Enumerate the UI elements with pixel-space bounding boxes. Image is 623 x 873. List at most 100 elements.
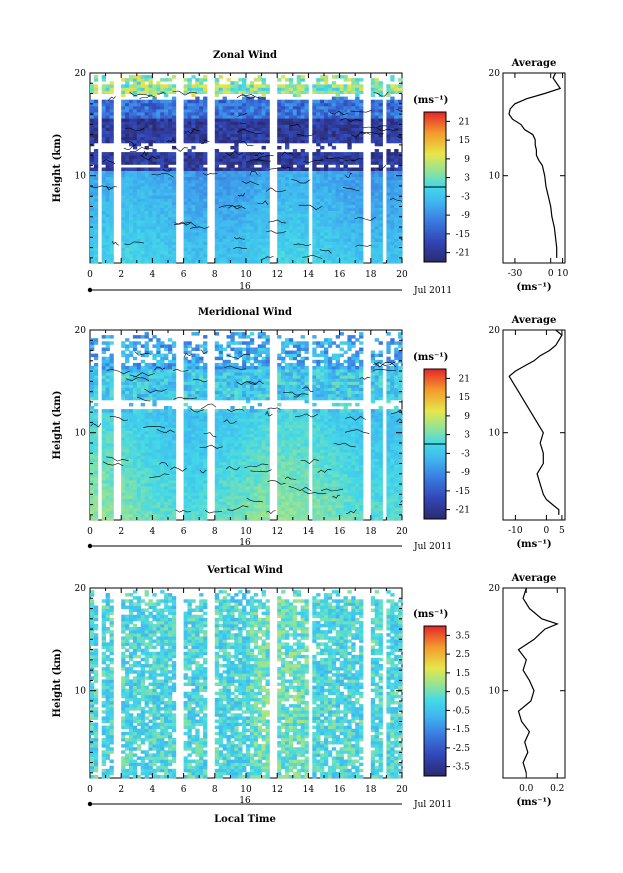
heatmap-cell	[160, 436, 165, 441]
heatmap-cell	[234, 189, 239, 193]
heatmap-cell	[277, 136, 282, 141]
heatmap-cell	[125, 378, 130, 382]
heatmap-cell	[226, 167, 231, 171]
heatmap-cell	[105, 195, 110, 199]
heatmap-cell	[132, 424, 138, 428]
heatmap-cell	[93, 219, 99, 224]
heatmap-cell	[339, 204, 344, 208]
heatmap-cell	[281, 112, 286, 116]
heatmap-cell	[359, 108, 364, 113]
heatmap-cell	[343, 195, 348, 199]
heatmap-cell	[156, 501, 161, 505]
heatmap-cell	[93, 99, 99, 104]
heatmap-cell	[195, 84, 200, 88]
heatmap-cell	[109, 421, 114, 425]
heatmap-cell	[152, 430, 157, 435]
heatmap-cell	[152, 369, 157, 373]
heatmap-cell	[144, 99, 149, 104]
heatmap-cell	[90, 226, 95, 230]
heatmap-cell	[140, 436, 145, 441]
heatmap-cell	[355, 186, 360, 190]
heatmap-cell	[168, 158, 173, 162]
heatmap-cell	[168, 118, 173, 122]
heatmap-cell	[160, 170, 165, 175]
heatmap-cell	[324, 182, 329, 187]
heatmap-cell	[253, 176, 259, 181]
heatmap-cell	[304, 198, 309, 202]
heatmap-cell	[90, 133, 95, 138]
heatmap-cell	[171, 96, 177, 101]
heatmap-cell	[183, 192, 188, 196]
heatmap-cell	[160, 99, 165, 104]
heatmap-cell	[171, 516, 177, 521]
heatmap-cell	[183, 390, 188, 395]
heatmap-cell	[164, 204, 169, 208]
heatmap-cell	[203, 167, 208, 171]
heatmap-cell	[339, 253, 344, 258]
heatmap-cell	[160, 375, 165, 379]
heatmap-cell	[168, 235, 173, 239]
heatmap-cell	[164, 412, 169, 416]
heatmap-cell	[125, 430, 130, 435]
heatmap-cell	[324, 133, 329, 138]
heatmap-cell	[168, 483, 173, 487]
heatmap-cell	[121, 229, 126, 233]
heatmap-cell	[327, 213, 333, 218]
heatmap-cell	[164, 201, 169, 205]
heatmap-cell	[101, 449, 106, 453]
heatmap-cell	[187, 127, 192, 131]
heatmap-cell	[226, 229, 231, 233]
heatmap-cell	[125, 483, 130, 487]
heatmap-cell	[335, 253, 340, 258]
heatmap-cell	[140, 359, 145, 364]
contour-line	[202, 173, 218, 176]
heatmap-cell	[351, 259, 356, 264]
heatmap-cell	[316, 136, 321, 141]
heatmap-cell	[265, 241, 270, 245]
heatmap-cell	[136, 121, 142, 125]
heatmap-cell	[249, 250, 255, 255]
contour-line	[296, 133, 315, 137]
heatmap-cell	[261, 189, 266, 193]
heatmap-cell	[136, 513, 142, 518]
heatmap-cell	[105, 207, 110, 211]
heatmap-cell	[324, 158, 329, 162]
contour-line	[345, 158, 363, 162]
heatmap-cell	[300, 161, 305, 165]
heatmap-cell	[183, 427, 188, 432]
heatmap-cell	[164, 409, 169, 413]
heatmap-cell	[331, 158, 337, 162]
heatmap-cell	[90, 415, 95, 419]
heatmap-cell	[168, 130, 173, 134]
heatmap-cell	[144, 452, 149, 456]
heatmap-cell	[214, 238, 220, 242]
heatmap-cell	[355, 136, 360, 141]
heatmap-cell	[292, 235, 298, 239]
heatmap-cell	[199, 130, 204, 134]
heatmap-cell	[90, 458, 95, 462]
heatmap-cell	[218, 253, 223, 258]
heatmap-cell	[327, 256, 333, 261]
heatmap-cell	[222, 87, 227, 91]
heatmap-cell	[327, 204, 333, 208]
contour-line	[172, 90, 197, 96]
heatmap-cell	[230, 112, 235, 116]
heatmap-cell	[156, 449, 161, 453]
heatmap-cell	[292, 226, 298, 230]
heatmap-cell	[105, 213, 110, 218]
heatmap-cell	[101, 443, 106, 447]
heatmap-cell	[324, 204, 329, 208]
heatmap-cell	[214, 93, 220, 97]
heatmap-cell	[249, 173, 255, 178]
heatmap-cell	[183, 409, 188, 413]
heatmap-cell	[105, 430, 110, 435]
heatmap-cell	[288, 130, 294, 134]
heatmap-cell	[312, 130, 317, 134]
heatmap-cell	[144, 118, 149, 122]
heatmap-cell	[171, 461, 177, 465]
heatmap-cell	[136, 167, 142, 171]
heatmap-cell	[300, 155, 305, 159]
heatmap-cell	[101, 259, 106, 264]
heatmap-cell	[312, 198, 317, 202]
heatmap-cell	[156, 136, 161, 141]
